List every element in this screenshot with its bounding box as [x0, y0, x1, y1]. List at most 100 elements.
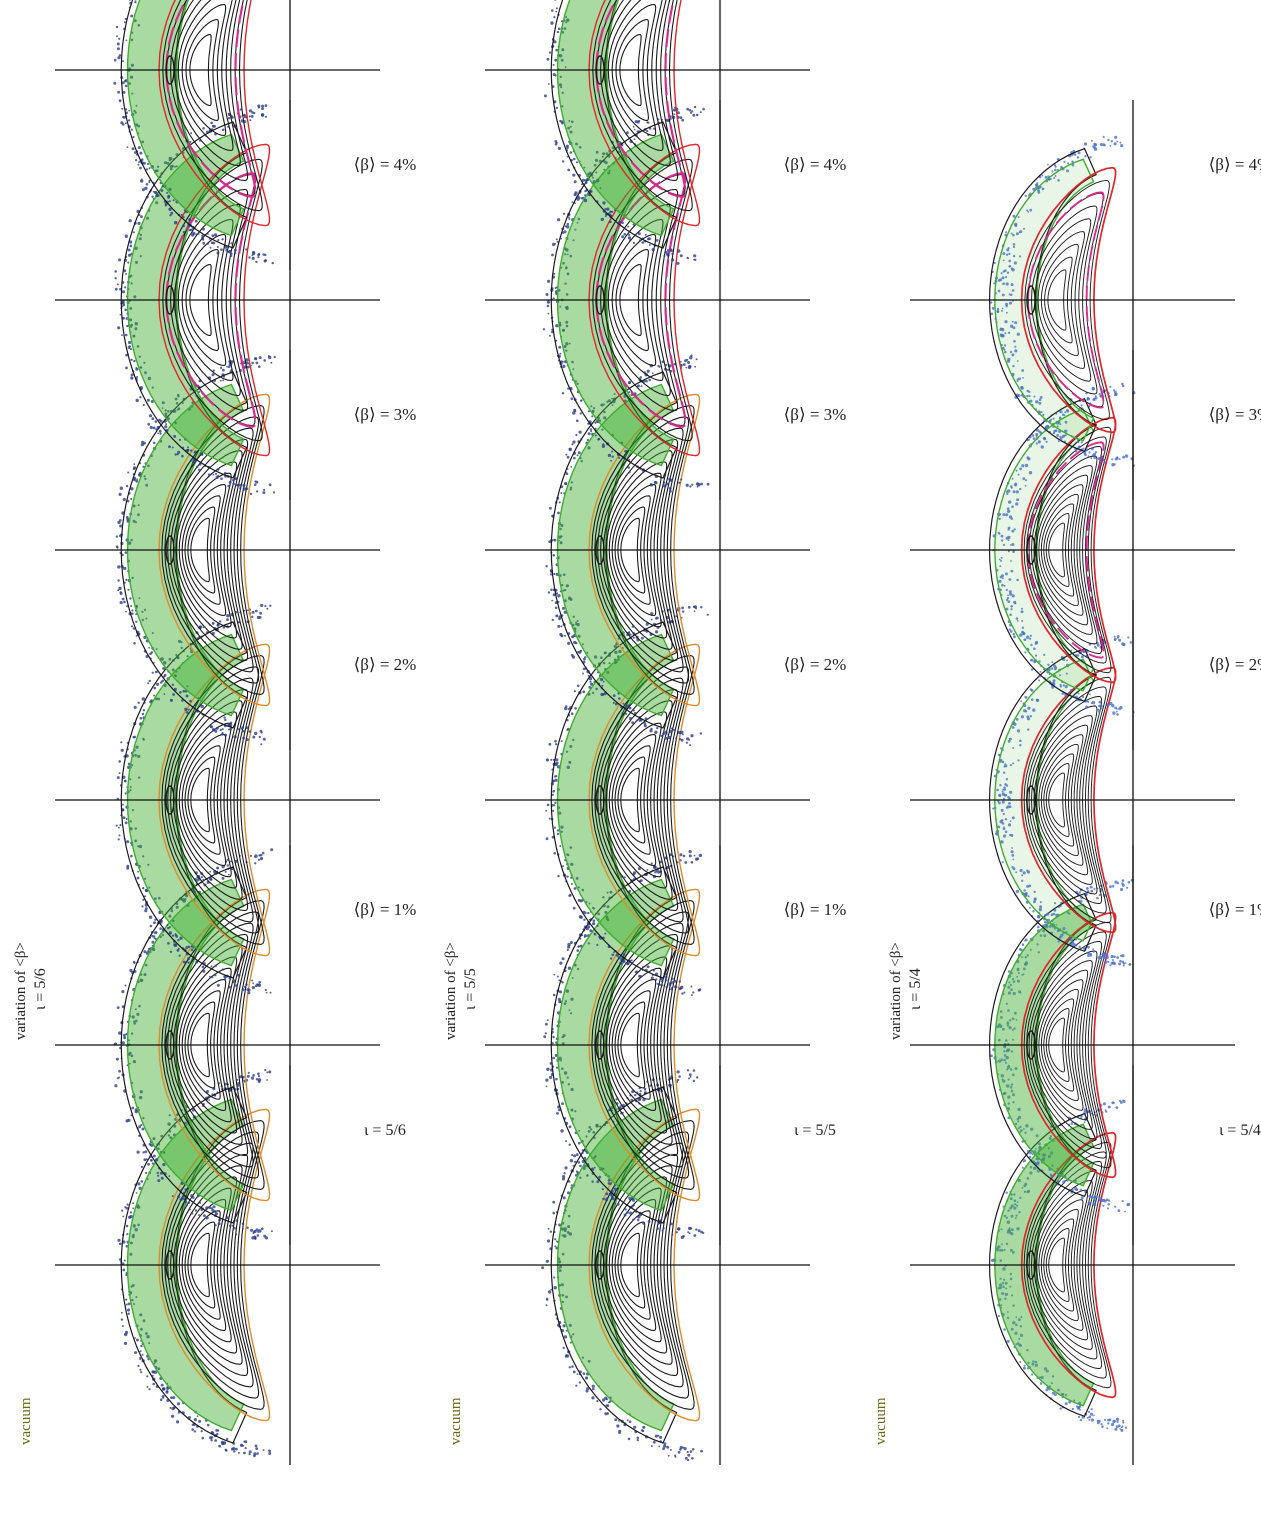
stochastic-point — [258, 981, 262, 984]
stochastic-point — [650, 618, 653, 621]
stochastic-point — [130, 1032, 134, 1035]
stochastic-point — [182, 689, 186, 693]
stochastic-point — [125, 818, 128, 820]
stochastic-point — [160, 657, 164, 661]
stochastic-point — [692, 1079, 696, 1083]
stochastic-point — [567, 216, 570, 219]
stochastic-point — [186, 685, 189, 688]
stochastic-point — [267, 1449, 271, 1452]
stochastic-point — [1013, 635, 1016, 639]
stochastic-point — [628, 716, 633, 721]
stochastic-point — [150, 1159, 153, 1162]
stochastic-point — [216, 468, 220, 471]
stochastic-point — [131, 609, 134, 612]
stochastic-point — [142, 1116, 145, 1120]
stochastic-point — [210, 1438, 213, 1442]
stochastic-point — [126, 864, 130, 868]
stochastic-point — [1093, 887, 1096, 891]
stochastic-point — [151, 1370, 155, 1374]
stochastic-point — [686, 1069, 690, 1072]
stochastic-point — [122, 497, 126, 502]
stochastic-point — [687, 1459, 690, 1462]
stochastic-point — [1039, 1382, 1043, 1385]
stochastic-point — [228, 1224, 232, 1228]
stochastic-point — [127, 1118, 131, 1122]
stochastic-point — [254, 480, 257, 483]
stochastic-point — [1114, 1427, 1118, 1431]
stochastic-point — [565, 453, 568, 456]
stochastic-point — [173, 220, 178, 225]
nested-flux-surface — [190, 1232, 210, 1298]
stochastic-point — [224, 870, 227, 873]
stochastic-point — [260, 603, 264, 607]
variation-iota-label: ι = 5/5 — [462, 968, 479, 1010]
stochastic-point — [1104, 1418, 1107, 1421]
stochastic-point — [546, 1298, 549, 1301]
stochastic-point — [546, 300, 551, 304]
stochastic-point — [185, 694, 189, 698]
stochastic-point — [576, 684, 580, 688]
stochastic-point — [1091, 454, 1094, 457]
stochastic-point — [258, 356, 262, 360]
stochastic-point — [1120, 144, 1124, 148]
stochastic-point — [619, 1105, 622, 1108]
stochastic-point — [665, 482, 669, 486]
stochastic-point — [593, 932, 597, 936]
stochastic-point — [667, 735, 671, 740]
beta-label: ⟨β⟩ = 4% — [354, 155, 417, 174]
stochastic-point — [552, 63, 555, 66]
stochastic-point — [693, 254, 697, 258]
stochastic-point — [655, 978, 658, 981]
stochastic-point — [243, 1440, 246, 1443]
stochastic-point — [562, 364, 566, 368]
stochastic-point — [117, 589, 120, 592]
stochastic-point — [216, 983, 220, 987]
stochastic-point — [1056, 433, 1059, 437]
stochastic-point — [137, 1223, 140, 1227]
stochastic-point — [679, 254, 683, 258]
stochastic-point — [583, 918, 586, 921]
stochastic-point — [706, 482, 710, 486]
stochastic-point — [572, 440, 576, 444]
stochastic-point — [182, 230, 186, 234]
stochastic-point — [216, 623, 220, 627]
stochastic-point — [199, 452, 204, 456]
stochastic-point — [143, 475, 146, 478]
stochastic-point — [246, 1226, 249, 1229]
stochastic-point — [139, 1350, 142, 1353]
stochastic-point — [1021, 1166, 1024, 1169]
beta-label: ⟨β⟩ = 1% — [354, 900, 417, 919]
stochastic-point — [1069, 937, 1073, 941]
stochastic-point — [145, 1158, 148, 1161]
stochastic-point — [545, 1078, 549, 1082]
stochastic-point — [128, 1039, 130, 1042]
stochastic-point — [132, 1224, 137, 1228]
stochastic-point — [115, 25, 119, 29]
stochastic-point — [148, 646, 151, 649]
stochastic-point — [614, 1202, 617, 1205]
stochastic-point — [571, 655, 576, 659]
stochastic-point — [255, 1078, 259, 1081]
stochastic-point — [190, 948, 194, 952]
stochastic-point — [130, 373, 134, 377]
stochastic-point — [1047, 163, 1049, 166]
stochastic-point — [241, 727, 244, 730]
stochastic-point — [147, 162, 150, 166]
stochastic-point — [1116, 456, 1119, 459]
stochastic-point — [154, 918, 157, 921]
stochastic-point — [222, 379, 225, 382]
stochastic-point — [142, 855, 145, 858]
stochastic-point — [146, 1375, 149, 1378]
stochastic-point — [237, 973, 241, 977]
stochastic-point — [682, 854, 686, 858]
stochastic-point — [187, 1201, 191, 1204]
stochastic-point — [570, 397, 574, 400]
stochastic-point — [632, 636, 635, 639]
stochastic-point — [126, 146, 129, 148]
stochastic-point — [267, 355, 270, 357]
stochastic-point — [626, 1419, 629, 1422]
stochastic-point — [142, 1319, 146, 1323]
stochastic-point — [144, 963, 148, 967]
stochastic-point — [220, 477, 223, 480]
stochastic-point — [568, 1125, 572, 1129]
